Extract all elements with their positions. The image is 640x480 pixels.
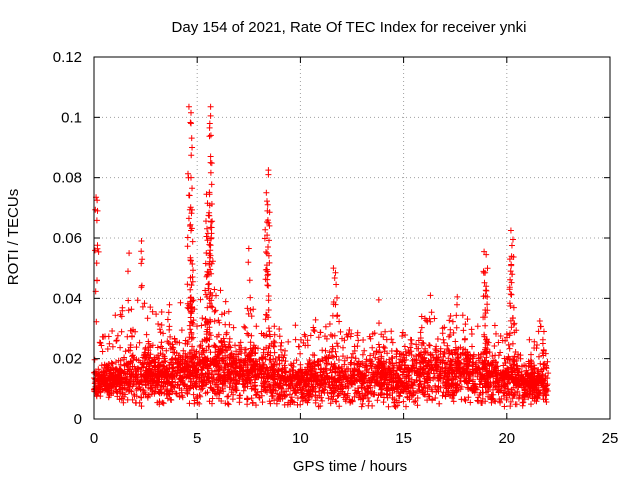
data-points (91, 103, 552, 410)
x-tick-label: 15 (395, 430, 412, 447)
roti-point (245, 245, 252, 252)
y-tick-label: 0.06 (53, 230, 82, 247)
roti-point (206, 124, 213, 131)
roti-point (207, 103, 214, 110)
roti-point (540, 328, 547, 335)
grid (94, 57, 610, 419)
y-tick-label: 0.1 (61, 109, 82, 126)
roti-point (188, 120, 195, 127)
roti-point (427, 292, 434, 299)
roti-point (266, 222, 273, 229)
roti-point (375, 296, 382, 303)
roti-point (138, 238, 145, 245)
roti-point (188, 109, 195, 116)
roti-point (126, 250, 133, 257)
roti-point (481, 248, 488, 255)
y-tick-label: 0.08 (53, 170, 82, 187)
roti-point (207, 159, 214, 166)
roti-point (506, 256, 513, 263)
roti-point (204, 200, 211, 207)
roti-point (483, 251, 490, 258)
x-tick-label: 0 (90, 430, 98, 447)
roti-point (332, 269, 339, 276)
roti-point (188, 227, 195, 234)
roti-point (484, 293, 491, 300)
roti-point (203, 233, 210, 240)
roti-point (482, 269, 489, 276)
roti-point (483, 283, 490, 290)
roti-point (185, 103, 192, 110)
y-tick-label: 0 (74, 411, 82, 428)
roti-point (189, 144, 196, 151)
roti-point (206, 191, 213, 198)
roti-point (454, 293, 461, 300)
x-tick-label: 25 (602, 430, 619, 447)
roti-point (94, 197, 101, 204)
roti-point (205, 212, 212, 219)
roti-point (330, 265, 337, 272)
roti-point (188, 174, 195, 181)
roti-point (265, 171, 272, 178)
x-tick-label: 5 (193, 430, 201, 447)
x-tick-label: 20 (498, 430, 515, 447)
y-tick-label: 0.02 (53, 351, 82, 368)
roti-point (508, 242, 515, 249)
roti-point (536, 317, 543, 324)
roti-point (207, 112, 214, 119)
roti-point (509, 314, 516, 321)
y-axis-label: ROTI / TECUs (5, 189, 22, 285)
roti-point (265, 219, 272, 226)
roti-point (189, 185, 196, 192)
roti-point (507, 227, 514, 234)
x-tick-label: 10 (292, 430, 309, 447)
y-tick-label: 0.12 (53, 49, 82, 66)
y-tick-label: 0.04 (53, 290, 82, 307)
roti-point (263, 189, 270, 196)
x-axis-label: GPS time / hours (293, 458, 407, 475)
roti-point (208, 224, 215, 231)
roti-point (509, 236, 516, 243)
axis-ticks: 0 5 10 15 20 25 0 0.02 0.04 0.06 0.08 0.1 0.12 (53, 49, 619, 447)
chart-title: Day 154 of 2021, Rate Of TEC Index for r… (172, 19, 527, 36)
roti-point (207, 153, 214, 160)
roti-point-cloud (91, 119, 552, 410)
roti-point (264, 207, 271, 214)
roti-point (185, 215, 192, 222)
